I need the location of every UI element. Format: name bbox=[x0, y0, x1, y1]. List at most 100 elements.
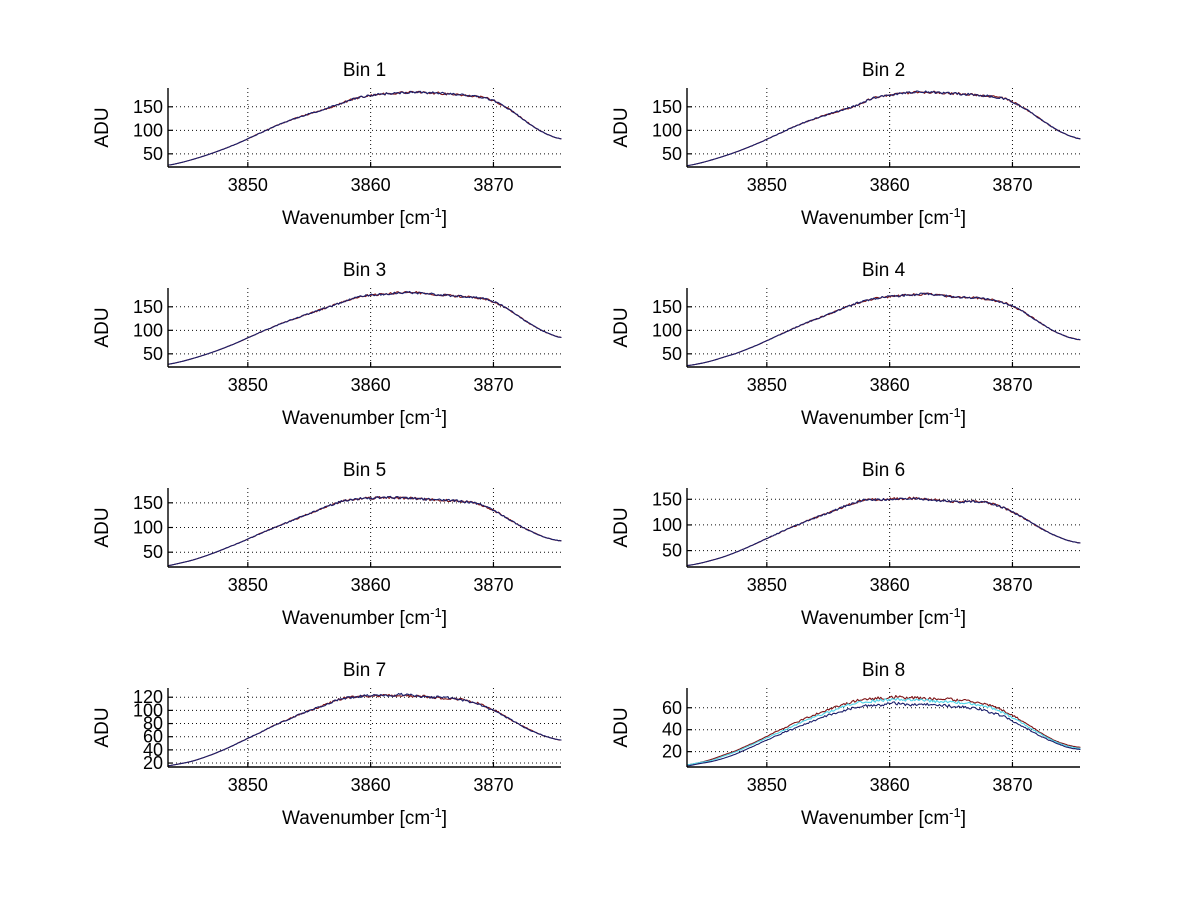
xtick-label: 3850 bbox=[228, 375, 268, 395]
gridlines bbox=[168, 688, 561, 767]
tick-marks bbox=[687, 498, 1014, 567]
panel-bin-2: Bin 2 50 100 150 3850 3860 3870 ADU Wavenumber [… bbox=[611, 60, 1081, 229]
ytick-label: 100 bbox=[133, 320, 163, 340]
panel-title-bin-3: Bin 3 bbox=[343, 260, 386, 281]
panel-bin-4: Bin 4 50 100 150 3850 3860 3870 ADU Wavenumber [… bbox=[611, 260, 1081, 429]
xtick-label: 3870 bbox=[992, 775, 1032, 795]
gridlines bbox=[168, 88, 561, 167]
yaxis-label: ADU bbox=[611, 307, 632, 347]
xaxis-label-main: Wavenumber [cm bbox=[282, 208, 430, 229]
panel-title-bin-6: Bin 6 bbox=[862, 460, 905, 481]
xaxis-label-main: Wavenumber [cm bbox=[282, 608, 430, 629]
xaxis-label-bracket: ] bbox=[442, 808, 447, 829]
ytick-label: 60 bbox=[662, 698, 682, 718]
xtick-label: 3850 bbox=[747, 175, 787, 195]
ytick-label: 100 bbox=[652, 515, 682, 535]
xaxis-label-bracket: ] bbox=[961, 608, 966, 629]
panel-title-bin-2: Bin 2 bbox=[862, 60, 905, 81]
xaxis-label: Wavenumber [cm-1] bbox=[801, 405, 966, 429]
series-spectrum-mid bbox=[686, 697, 1081, 766]
xaxis-label: Wavenumber [cm-1] bbox=[801, 205, 966, 229]
xtick-label: 3870 bbox=[992, 175, 1032, 195]
xaxis-label-superscript: -1 bbox=[949, 605, 961, 620]
panel-title-bin-5: Bin 5 bbox=[343, 460, 386, 481]
ytick-label: 100 bbox=[133, 120, 163, 140]
series-spectrum-b bbox=[686, 497, 1081, 567]
xaxis-label-bracket: ] bbox=[961, 408, 966, 429]
ytick-label: 50 bbox=[662, 541, 682, 561]
xaxis-label-superscript: -1 bbox=[430, 405, 442, 420]
tick-marks bbox=[168, 502, 495, 567]
ytick-label: 50 bbox=[143, 542, 163, 562]
ytick-label: 20 bbox=[662, 742, 682, 762]
xtick-label: 3860 bbox=[870, 375, 910, 395]
ytick-label: 100 bbox=[652, 320, 682, 340]
xtick-label: 3870 bbox=[473, 575, 513, 595]
tick-marks bbox=[687, 106, 1014, 167]
ytick-label: 150 bbox=[652, 489, 682, 509]
panel-title-bin-1: Bin 1 bbox=[343, 60, 386, 81]
ytick-label: 150 bbox=[133, 97, 163, 117]
tick-marks bbox=[168, 696, 495, 767]
xaxis-label-superscript: -1 bbox=[949, 205, 961, 220]
xaxis-label-main: Wavenumber [cm bbox=[282, 408, 430, 429]
xaxis-label-bracket: ] bbox=[442, 408, 447, 429]
series-spectrum-b bbox=[167, 290, 562, 365]
series-spectrum-b bbox=[167, 692, 562, 767]
xaxis-label-bracket: ] bbox=[961, 808, 966, 829]
xaxis-label: Wavenumber [cm-1] bbox=[282, 405, 447, 429]
xtick-label: 3860 bbox=[351, 775, 391, 795]
xaxis-label-bracket: ] bbox=[442, 608, 447, 629]
xaxis-label-main: Wavenumber [cm bbox=[801, 208, 949, 229]
series-spectrum-b bbox=[167, 495, 562, 567]
yaxis-label: ADU bbox=[92, 307, 113, 347]
yaxis-label: ADU bbox=[611, 507, 632, 547]
ytick-label: 100 bbox=[652, 120, 682, 140]
xaxis-label-superscript: -1 bbox=[949, 805, 961, 820]
xtick-label: 3870 bbox=[992, 375, 1032, 395]
xaxis-label-bracket: ] bbox=[961, 208, 966, 229]
gridlines bbox=[168, 288, 561, 367]
xtick-label: 3870 bbox=[992, 575, 1032, 595]
xtick-label: 3870 bbox=[473, 175, 513, 195]
xtick-label: 3870 bbox=[473, 775, 513, 795]
xaxis-label-main: Wavenumber [cm bbox=[801, 408, 949, 429]
gridlines bbox=[168, 488, 561, 567]
xaxis-label-superscript: -1 bbox=[430, 805, 442, 820]
ytick-label: 50 bbox=[662, 144, 682, 164]
ytick-label: 100 bbox=[133, 518, 163, 538]
tick-marks bbox=[687, 306, 1014, 367]
xtick-label: 3850 bbox=[228, 575, 268, 595]
yaxis-label: ADU bbox=[611, 707, 632, 747]
tick-marks bbox=[168, 106, 495, 167]
xaxis-label-superscript: -1 bbox=[949, 405, 961, 420]
xaxis-label-superscript: -1 bbox=[430, 605, 442, 620]
xtick-label: 3860 bbox=[351, 175, 391, 195]
xaxis-label: Wavenumber [cm-1] bbox=[801, 605, 966, 629]
xaxis-label: Wavenumber [cm-1] bbox=[801, 805, 966, 829]
yaxis-label: ADU bbox=[92, 107, 113, 147]
xaxis-label: Wavenumber [cm-1] bbox=[282, 605, 447, 629]
ytick-label: 40 bbox=[662, 720, 682, 740]
xtick-label: 3850 bbox=[228, 775, 268, 795]
panel-bin-3: Bin 3 50 100 150 3850 3860 3870 ADU Wavenumber [… bbox=[92, 260, 562, 429]
xaxis-label-main: Wavenumber [cm bbox=[801, 608, 949, 629]
ytick-label: 150 bbox=[133, 297, 163, 317]
gridlines bbox=[687, 88, 1080, 167]
xaxis-label-main: Wavenumber [cm bbox=[801, 808, 949, 829]
xtick-label: 3860 bbox=[351, 575, 391, 595]
tick-marks bbox=[168, 306, 495, 367]
panel-bin-1: Bin 1 50 100 150 3850 3860 3870 ADU Wavenumber [… bbox=[92, 60, 562, 229]
panel-bin-6: Bin 6 50 100 150 3850 3860 3870 ADU Wavenumber [… bbox=[611, 460, 1081, 629]
ytick-label: 40 bbox=[143, 740, 163, 760]
panels-container: Bin 1 50 100 150 3850 3860 3870 ADU Wavenumber [… bbox=[92, 60, 1081, 829]
panel-title-bin-8: Bin 8 bbox=[862, 660, 905, 681]
yaxis-label: ADU bbox=[92, 707, 113, 747]
xaxis-label-superscript: -1 bbox=[430, 205, 442, 220]
series-spectrum-low bbox=[686, 701, 1081, 767]
panel-bin-5: Bin 5 50 100 150 3850 3860 3870 ADU Wavenumber [… bbox=[92, 460, 562, 629]
series-spectrum-b bbox=[686, 90, 1081, 167]
